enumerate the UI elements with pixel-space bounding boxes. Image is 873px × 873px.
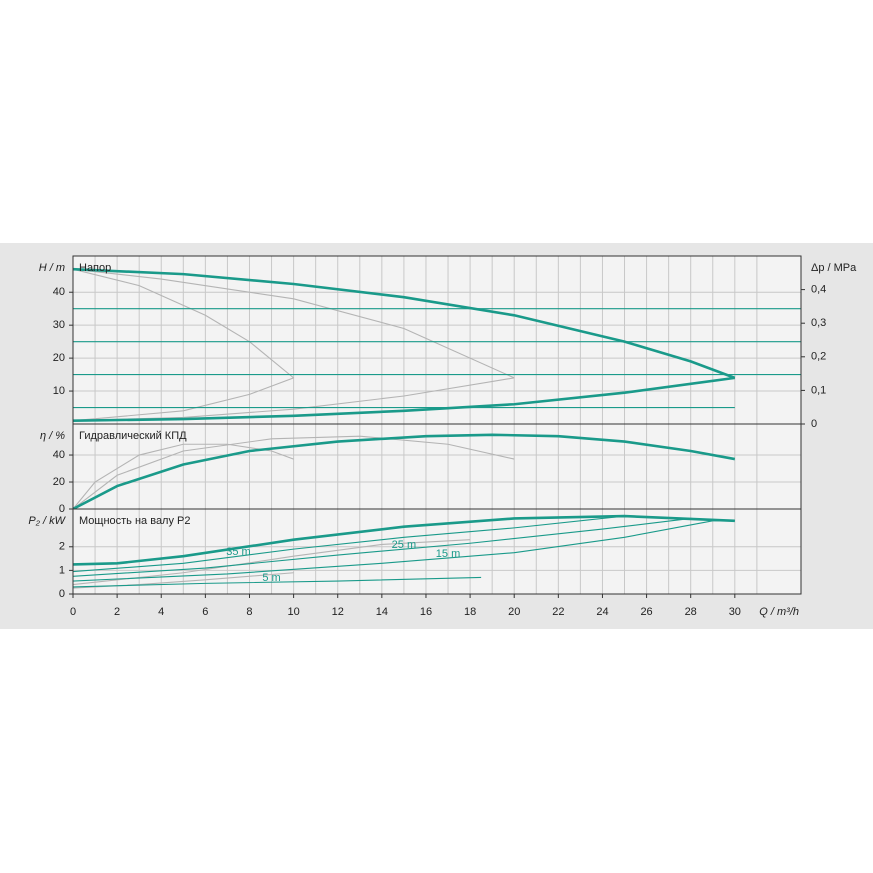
series-line	[72, 433, 736, 511]
y-axis-label: P₂ / kW	[28, 515, 66, 527]
x-tick-label: 2	[114, 606, 120, 618]
y-tick-label: 20	[53, 476, 65, 488]
y-axis-label: H / m	[39, 262, 65, 274]
y2-tick-label: 0,1	[811, 384, 826, 396]
series-line	[72, 576, 482, 588]
y-tick-label: 40	[53, 449, 65, 461]
y-tick-label: 20	[53, 352, 65, 364]
series-line	[72, 268, 515, 379]
panel-title: Мощность на валу P2	[79, 515, 191, 527]
y-tick-label: 40	[53, 286, 65, 298]
y-tick-label: 30	[53, 319, 65, 331]
series-line	[72, 377, 294, 422]
x-tick-label: 20	[508, 606, 520, 618]
y-tick-label: 1	[59, 564, 65, 576]
series-label: 15 m	[436, 548, 460, 560]
y2-axis-label: Δp / MPa	[811, 262, 857, 274]
y-axis-label: η / %	[40, 430, 65, 442]
y-tick-label: 2	[59, 541, 65, 553]
series-line	[72, 376, 735, 423]
x-tick-label: 22	[552, 606, 564, 618]
y2-tick-label: 0,3	[811, 317, 826, 329]
series-line	[72, 267, 736, 380]
x-tick-label: 16	[420, 606, 432, 618]
plot-frame	[72, 508, 802, 595]
panel-title: Напор	[79, 262, 111, 274]
x-tick-label: 18	[464, 606, 476, 618]
x-tick-label: 0	[70, 606, 76, 618]
series-line	[72, 443, 294, 510]
plot-area	[73, 256, 801, 424]
y2-tick-label: 0	[811, 418, 817, 430]
x-tick-label: 8	[246, 606, 252, 618]
x-tick-label: 24	[596, 606, 608, 618]
series-line	[72, 435, 515, 510]
x-tick-label: 6	[202, 606, 208, 618]
y2-tick-label: 0,2	[811, 351, 826, 363]
series-line	[72, 268, 294, 379]
y-tick-label: 0	[59, 588, 65, 600]
series-label: 5 m	[262, 572, 280, 584]
series-line	[72, 539, 471, 586]
plot-area	[73, 424, 801, 509]
y-tick-label: 10	[53, 385, 65, 397]
x-tick-label: 26	[640, 606, 652, 618]
x-tick-label: 4	[158, 606, 164, 618]
x-tick-label: 28	[685, 606, 697, 618]
x-tick-label: 30	[729, 606, 741, 618]
y-tick-label: 0	[59, 503, 65, 515]
panel-title: Гидравлический КПД	[79, 430, 187, 442]
y2-tick-label: 0,4	[811, 284, 826, 296]
series-line	[72, 514, 735, 566]
series-line	[72, 515, 625, 573]
series-label: 25 m	[392, 539, 416, 551]
x-tick-label: 14	[376, 606, 388, 618]
x-axis-label: Q / m³/h	[759, 606, 799, 618]
x-tick-label: 12	[332, 606, 344, 618]
x-tick-label: 10	[287, 606, 299, 618]
